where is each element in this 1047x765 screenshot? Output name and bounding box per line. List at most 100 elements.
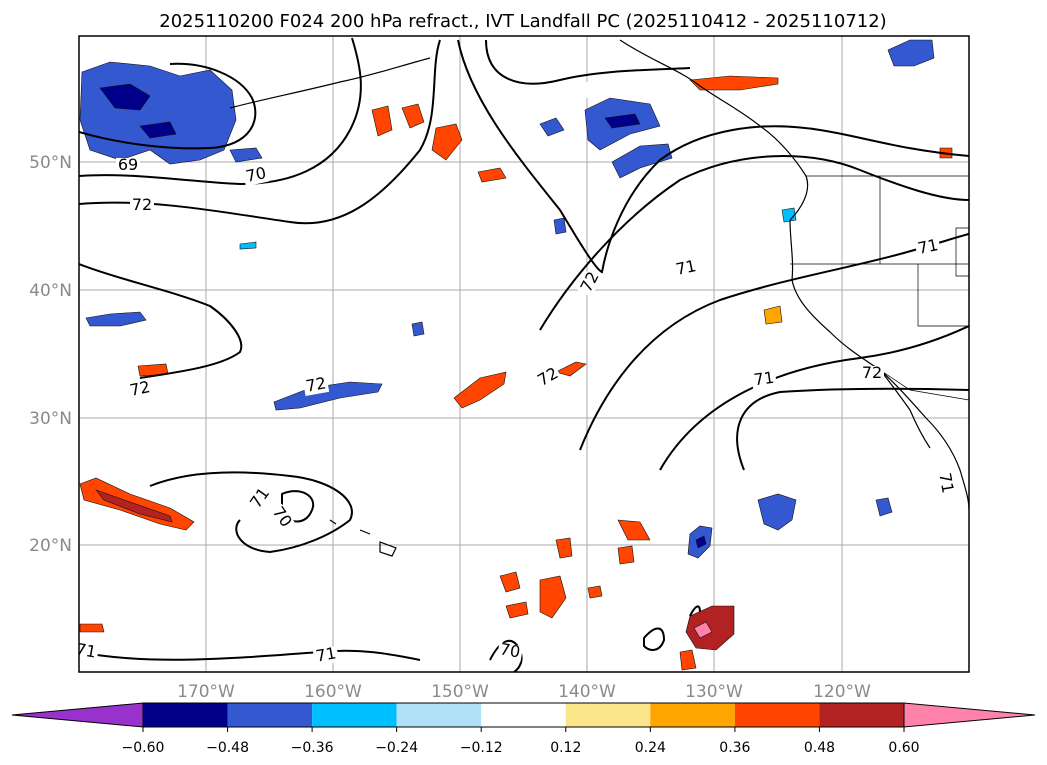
positive-anomaly-areas xyxy=(79,75,953,671)
colorbar-tick-label: −0.12 xyxy=(460,740,503,756)
contour-label-bg xyxy=(496,642,524,662)
colorbar-tick-label: −0.60 xyxy=(122,740,165,756)
colorbar-segment xyxy=(312,703,397,727)
orange-area-south-6 xyxy=(617,545,635,565)
colorbar-tick-label: 0.12 xyxy=(550,740,581,756)
aleutian-chain xyxy=(229,57,431,109)
orange-area-south-4 xyxy=(555,537,573,559)
longitude-label: 140°W xyxy=(558,682,616,702)
blue-core-east-1 xyxy=(695,535,707,549)
colorbar-extend-low xyxy=(11,702,144,728)
alaska-coast xyxy=(619,39,809,221)
contour-label-bg xyxy=(936,470,956,498)
colorbar-tick-label: 0.48 xyxy=(804,740,835,756)
contour-label-bg xyxy=(268,503,296,533)
us-mexico-border xyxy=(879,369,969,401)
colorbar-segment xyxy=(565,703,651,727)
baja-coast xyxy=(879,369,931,449)
blue-core-gulf xyxy=(604,113,641,129)
contour-label-bg xyxy=(130,198,154,214)
colorbar-segment xyxy=(734,703,820,727)
contour-label: 72 xyxy=(132,195,152,214)
contour-label: 71 xyxy=(674,256,698,279)
blue-area-west-1 xyxy=(85,311,147,327)
colorbar-extend-high xyxy=(903,702,1036,728)
blue-area-small-2 xyxy=(553,217,567,235)
contour-label-bg xyxy=(751,370,777,390)
contour-label-bg xyxy=(672,258,700,280)
gridlines xyxy=(79,36,969,672)
colorbar-tick-label: −0.48 xyxy=(206,740,249,756)
contour-label: 71 xyxy=(916,235,940,258)
map-frame xyxy=(78,35,970,673)
red-area-south-east xyxy=(685,605,735,651)
orange-area-north-3 xyxy=(477,167,507,183)
contour-label-bg xyxy=(577,268,603,298)
contour-label: 70 xyxy=(498,639,521,661)
hawaii-islands xyxy=(329,519,397,557)
contour-label-bg xyxy=(533,365,563,391)
colorbar: −0.60 −0.48 −0.36 −0.24 −0.12 0.12 0.24 0.36 0.4… xyxy=(11,702,1036,756)
blue-core-northwest xyxy=(99,83,151,111)
colorbar-segment xyxy=(143,703,228,727)
orange-area-north-1 xyxy=(401,103,425,129)
contour-label: 71 xyxy=(74,639,97,661)
contour-label: 72 xyxy=(862,363,882,382)
blue-area-east-3 xyxy=(875,497,893,517)
negative-anomaly-areas xyxy=(79,39,935,559)
longitude-label: 120°W xyxy=(813,682,871,702)
orange-area-central xyxy=(453,371,507,409)
contour-label-bg xyxy=(242,165,270,187)
longitude-label: 160°W xyxy=(304,682,362,702)
orange-area-south-1 xyxy=(539,575,567,619)
orange-area-south-3 xyxy=(499,571,521,593)
contour-label-bg xyxy=(860,366,884,382)
colorbar-tick-label: 0.36 xyxy=(719,740,750,756)
contour-label-bg xyxy=(312,646,340,666)
latitude-labels: 50°N 40°N 30°N 20°N xyxy=(29,153,72,556)
orange-area-pacific xyxy=(555,361,587,377)
us-state-line-3 xyxy=(917,264,969,327)
orange-area-north-2 xyxy=(431,123,463,161)
blue-area-small-6 xyxy=(239,241,257,250)
colorbar-segment xyxy=(227,703,313,727)
colorbar-outline xyxy=(142,702,905,728)
contour-label: 70 xyxy=(244,163,268,186)
colorbar-tick-label: −0.24 xyxy=(375,740,418,756)
blue-area-northeast xyxy=(887,39,935,67)
orange-area-south-2 xyxy=(617,519,651,541)
contour-label: 71 xyxy=(753,368,776,390)
latitude-label: 20°N xyxy=(29,536,72,556)
figure-title: 2025110200 F024 200 hPa refract., IVT La… xyxy=(159,11,886,32)
blue-area-east-2 xyxy=(757,493,797,531)
longitude-labels: 170°W 160°W 150°W 140°W 130°W 120°W xyxy=(177,682,871,702)
colorbar-segment xyxy=(650,703,735,727)
contour-label: 72 xyxy=(128,377,152,400)
colorbar-tick-label: 0.24 xyxy=(635,740,666,756)
contour-label-bg xyxy=(126,379,154,401)
longitude-label: 170°W xyxy=(177,682,235,702)
latitude-label: 30°N xyxy=(29,409,72,429)
contour-label-bg xyxy=(566,82,592,98)
blue-area-small-3 xyxy=(411,321,425,337)
contour-label: 71 xyxy=(935,471,957,494)
contour-label-bg xyxy=(914,237,942,259)
latitude-label: 50°N xyxy=(29,153,72,173)
contour-label-bg xyxy=(246,484,274,514)
blue-area-small-5 xyxy=(781,207,797,223)
longitude-label: 150°W xyxy=(431,682,489,702)
contour-label: 69 xyxy=(118,155,138,174)
orange-area-small-2 xyxy=(587,585,603,599)
contour-label: 72 xyxy=(304,373,327,395)
colorbar-segment xyxy=(819,703,904,727)
blue-area-small-1 xyxy=(539,117,565,137)
colorbar-tick-label: 0.60 xyxy=(888,740,919,756)
orange-area-alaska xyxy=(689,75,779,91)
orange-area-east-1 xyxy=(763,305,783,325)
longitude-label: 130°W xyxy=(685,682,743,702)
colorbar-segment xyxy=(396,703,482,727)
great-lakes-box xyxy=(955,227,969,277)
pink-core-south-east xyxy=(693,621,713,639)
latitude-label: 40°N xyxy=(29,281,72,301)
